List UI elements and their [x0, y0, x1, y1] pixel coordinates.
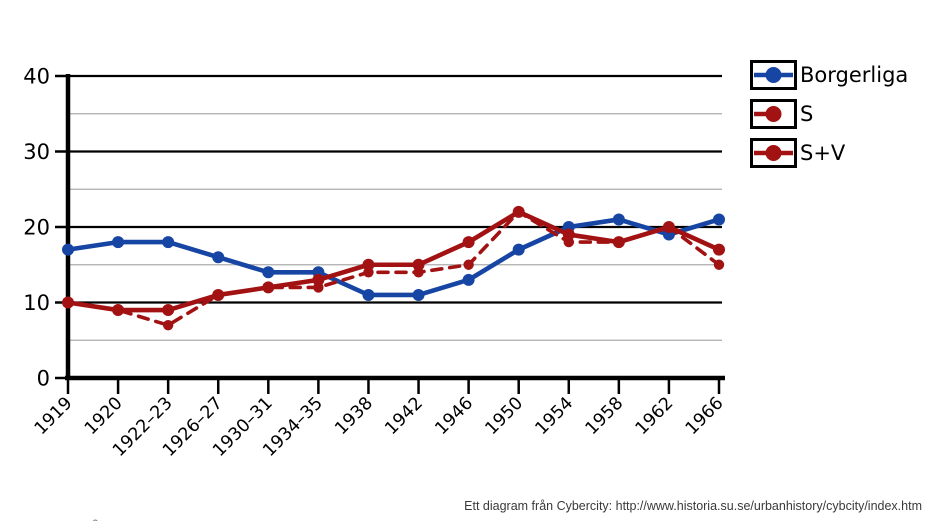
data-point-borgerliga	[362, 288, 375, 301]
data-point-s-v	[462, 236, 475, 249]
series-line-s	[66, 210, 721, 327]
source-credit: Ett diagram från Cybercity: http://www.h…	[464, 499, 922, 513]
data-point-s	[463, 259, 474, 270]
legend-label-s-v: S+V	[800, 141, 846, 165]
data-point-s-v	[612, 236, 625, 249]
data-point-borgerliga	[612, 213, 625, 226]
data-point-s-v	[212, 288, 225, 301]
y-tick-label: 30	[23, 140, 50, 164]
data-point-borgerliga	[512, 243, 525, 256]
data-point-s-v	[362, 258, 375, 271]
legend-label-s: S	[800, 102, 814, 126]
data-point-s-v	[62, 296, 74, 309]
data-point-s-v	[312, 273, 325, 286]
data-point-s	[162, 319, 174, 331]
data-point-s-v	[713, 243, 725, 256]
legend-dashed-line-marker-icon	[750, 99, 797, 129]
data-point-borgerliga	[112, 236, 125, 249]
data-point-s-v	[162, 304, 175, 317]
legend-marker-dot	[765, 145, 782, 161]
data-point-s-v	[412, 258, 425, 271]
chart-title: Alingsås, mandatfördelning mellan politi…	[31, 468, 375, 521]
legend-item-s: S	[750, 99, 908, 129]
data-point-s-v	[562, 228, 575, 241]
x-tick-label: 1958	[582, 393, 628, 439]
data-point-s-v	[512, 205, 525, 218]
data-point-borgerliga	[713, 213, 725, 226]
legend-solid-line-marker-icon	[750, 60, 797, 90]
x-tick-label: 1920	[81, 393, 127, 439]
y-tick-label: 10	[23, 291, 50, 315]
data-point-borgerliga	[412, 288, 425, 301]
y-tick-label: 20	[23, 216, 50, 240]
y-tick-label: 0	[37, 367, 50, 391]
series-line-borgerliga	[65, 217, 722, 298]
legend-marker-dot	[765, 106, 782, 122]
y-tick-label: 40	[23, 65, 50, 89]
data-point-s-v	[112, 304, 125, 317]
data-point-borgerliga	[212, 251, 225, 264]
legend-marker-dot	[765, 67, 782, 83]
chart-title-line1: Alingsås, mandatfördelning mellan	[31, 518, 375, 521]
x-tick-label: 1938	[331, 393, 377, 439]
x-tick-label: 1954	[532, 393, 578, 439]
chart-legend: Borgerliga S S+V	[750, 60, 908, 168]
legend-item-s-v: S+V	[750, 138, 908, 168]
x-tick-label: 1966	[682, 393, 728, 439]
data-point-borgerliga	[162, 236, 175, 249]
x-tick-label: 1946	[432, 393, 478, 439]
x-tick-label: 1962	[632, 393, 678, 439]
data-point-s	[713, 259, 725, 270]
data-point-s-v	[262, 281, 275, 294]
data-point-borgerliga	[62, 243, 74, 256]
x-tick-label: 1950	[482, 393, 528, 439]
data-point-borgerliga	[462, 273, 475, 286]
x-tick-label: 1919	[31, 393, 77, 439]
x-tick-label: 1942	[381, 393, 427, 439]
legend-item-borgerliga: Borgerliga	[750, 60, 908, 90]
data-point-s-v	[662, 221, 675, 233]
legend-solid-line-marker-icon	[750, 138, 797, 168]
legend-label-borgerliga: Borgerliga	[800, 63, 909, 87]
series-line-s-v	[65, 209, 722, 313]
data-point-borgerliga	[262, 266, 275, 279]
